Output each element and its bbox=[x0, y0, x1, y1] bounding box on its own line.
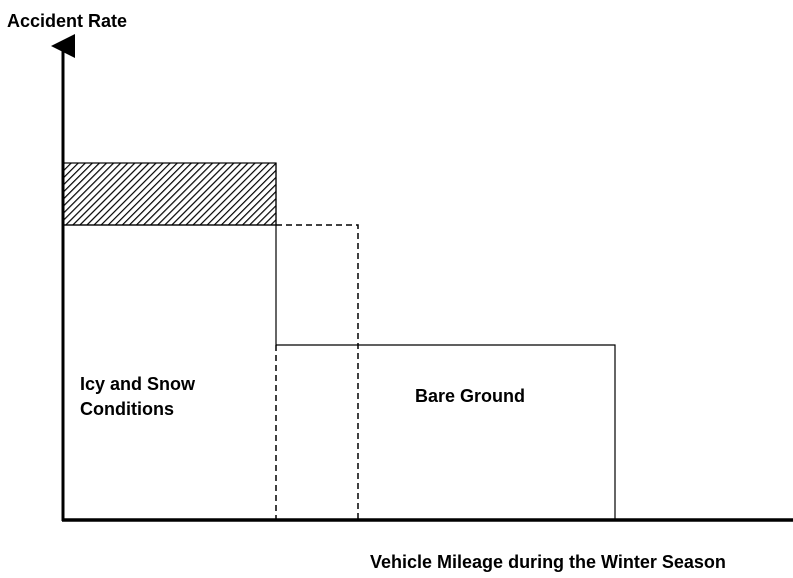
hatched-area bbox=[62, 162, 277, 226]
region-label: Icy and Snow bbox=[80, 374, 196, 394]
y-axis-label: Accident Rate bbox=[7, 11, 127, 31]
x-axis-label: Vehicle Mileage during the Winter Season bbox=[370, 552, 726, 572]
region-label: Conditions bbox=[80, 399, 174, 419]
region-label: Bare Ground bbox=[415, 386, 525, 406]
dashed-boundary bbox=[276, 224, 359, 520]
bare-ground-region bbox=[276, 344, 616, 520]
